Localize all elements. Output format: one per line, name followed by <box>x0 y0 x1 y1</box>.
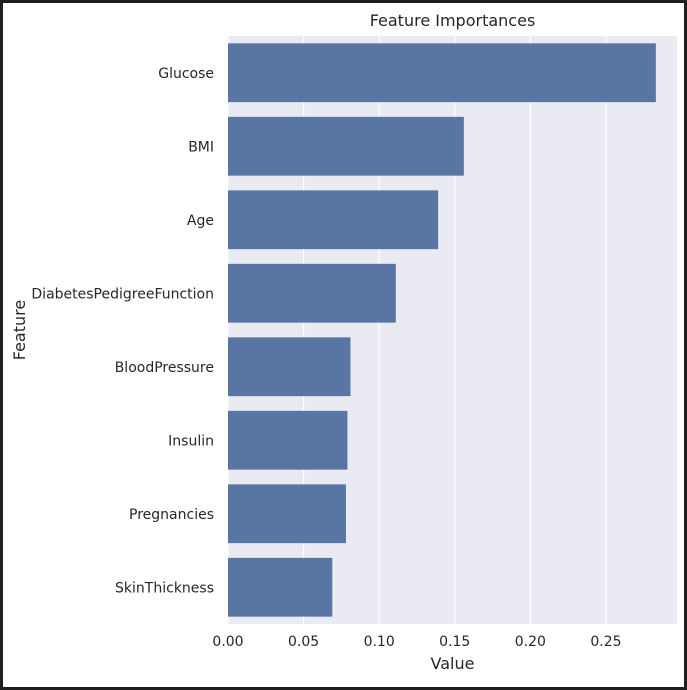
y-tick-label: Glucose <box>158 66 214 82</box>
y-tick-label: BMI <box>188 139 214 155</box>
bar <box>228 190 439 250</box>
x-tick-label: 0.05 <box>288 634 319 650</box>
feature-importance-chart: Glucose BMI Age DiabetesPedigreeFunction Blo… <box>10 11 677 673</box>
x-tick-label: 0.15 <box>439 634 470 650</box>
y-tick-label: SkinThickness <box>115 580 214 596</box>
x-tick-label: 0.00 <box>212 634 243 650</box>
bar <box>228 410 348 470</box>
bar <box>228 116 464 176</box>
bars <box>228 43 656 617</box>
y-tick-label: DiabetesPedigreeFunction <box>31 286 214 302</box>
y-tick-label: Insulin <box>168 433 214 449</box>
x-tick-label: 0.20 <box>515 634 546 650</box>
bar <box>228 43 656 103</box>
chart-figure: Glucose BMI Age DiabetesPedigreeFunction Blo… <box>3 3 684 687</box>
y-tick-label: Pregnancies <box>129 507 214 523</box>
y-tick-label: BloodPressure <box>115 360 214 376</box>
x-tick-label: 0.10 <box>364 634 395 650</box>
chart-title: Feature Importances <box>370 11 536 30</box>
y-tick-labels: Glucose BMI Age DiabetesPedigreeFunction Blo… <box>31 66 214 597</box>
y-tick-label: Age <box>187 213 214 229</box>
x-tick-labels: 0.00 0.05 0.10 0.15 0.20 0.25 <box>212 634 621 650</box>
bar <box>228 263 396 323</box>
x-axis-label: Value <box>431 654 475 673</box>
y-axis-label: Feature <box>10 300 29 360</box>
bar <box>228 484 346 544</box>
x-tick-label: 0.25 <box>590 634 621 650</box>
bar <box>228 557 333 617</box>
bar <box>228 337 351 397</box>
